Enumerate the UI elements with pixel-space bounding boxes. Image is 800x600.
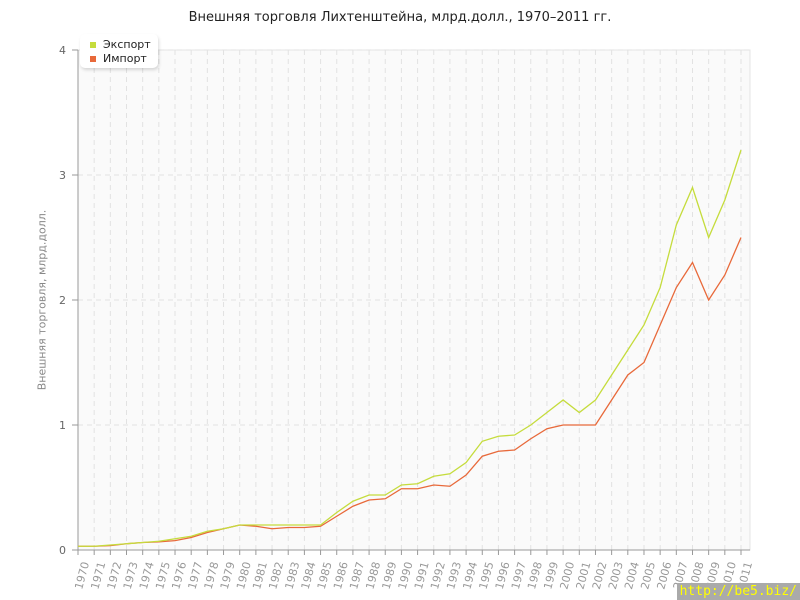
y-tick-label: 2 (59, 294, 66, 307)
watermark: http://be5.biz/ (676, 583, 800, 600)
series-line-import (78, 237, 742, 547)
y-tick-label: 0 (59, 544, 66, 557)
import-swatch-icon (90, 55, 96, 62)
y-tick-label: 1 (59, 419, 66, 432)
y-tick-label: 3 (59, 169, 66, 182)
legend-label: Экспорт (103, 38, 151, 51)
chart-title: Внешняя торговля Лихтенштейна, млрд.долл… (188, 10, 612, 25)
legend-item-import[interactable]: Импорт (90, 52, 147, 65)
legend-item-export[interactable]: Экспорт (90, 38, 151, 51)
y-tick-label: 4 (59, 44, 66, 57)
legend: Экспорт Импорт (80, 34, 158, 68)
export-swatch-icon (90, 41, 96, 48)
legend-label: Импорт (103, 52, 147, 65)
series-line-export (78, 149, 742, 547)
